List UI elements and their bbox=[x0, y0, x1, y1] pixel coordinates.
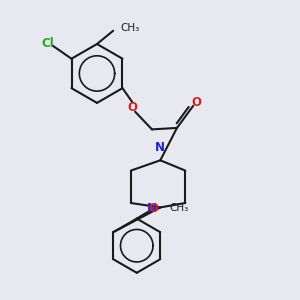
Text: O: O bbox=[128, 101, 138, 114]
Text: Cl: Cl bbox=[42, 37, 54, 50]
Text: O: O bbox=[148, 202, 158, 215]
Text: O: O bbox=[192, 96, 202, 110]
Text: CH₃: CH₃ bbox=[121, 23, 140, 33]
Text: N: N bbox=[147, 202, 157, 215]
Text: CH₃: CH₃ bbox=[169, 203, 188, 213]
Text: N: N bbox=[155, 141, 165, 154]
